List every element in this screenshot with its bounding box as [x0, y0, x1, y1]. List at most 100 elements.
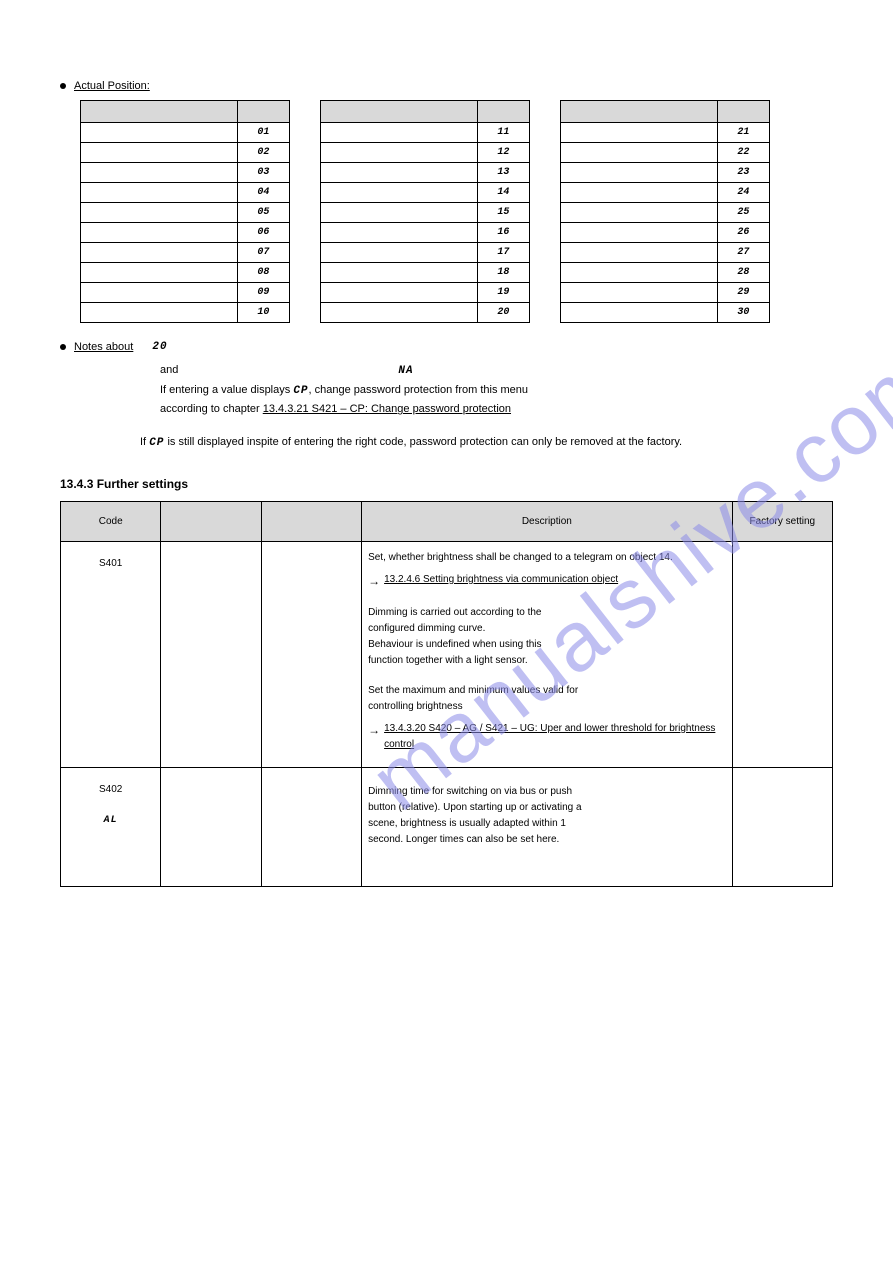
table-cell-value: 24 — [717, 183, 769, 203]
table-cell-value: 01 — [237, 123, 289, 143]
table-cell — [321, 143, 478, 163]
table-cell — [81, 223, 238, 243]
seg-cp-2: CP — [149, 437, 164, 449]
text-post: , change password protection from this m… — [309, 384, 529, 396]
notes-section: Notes about 20 and NA If entering a valu… — [60, 341, 833, 453]
table-row-s402: S402 AL Dimming time for switching on vi… — [61, 767, 833, 886]
seg-na: NA — [398, 365, 413, 377]
desc-text: button (relative). Upon starting up or a… — [368, 800, 726, 816]
text-if: If — [140, 436, 146, 448]
link-brightness-object[interactable]: 13.2.4.6 Setting brightness via communic… — [384, 572, 618, 591]
table-cell-value: 12 — [477, 143, 529, 163]
table-cell-value: 10 — [237, 303, 289, 323]
table-cell-value: 05 — [237, 203, 289, 223]
table-cell-value: 28 — [717, 263, 769, 283]
position-table-2: 11 12 13 14 15 16 17 18 19 20 — [320, 100, 530, 323]
table-cell-value: 22 — [717, 143, 769, 163]
table-cell — [321, 203, 478, 223]
arrow-icon: → — [368, 721, 380, 753]
arrow-row-1: → 13.2.4.6 Setting brightness via commun… — [368, 572, 726, 591]
header-factory: Factory setting — [732, 501, 832, 541]
table-cell — [321, 163, 478, 183]
seg-20: 20 — [152, 341, 167, 353]
table-cell-value: 20 — [477, 303, 529, 323]
position-table-3: 21 22 23 24 25 26 27 28 29 30 — [560, 100, 770, 323]
table-cell — [321, 243, 478, 263]
header-blank-1 — [161, 501, 261, 541]
table-cell — [561, 283, 718, 303]
table-cell-value: 21 — [717, 123, 769, 143]
table-cell-value: 17 — [477, 243, 529, 263]
table-cell-value: 25 — [717, 203, 769, 223]
table-header — [237, 101, 289, 123]
settings-table: Code Description Factory setting S401 Se… — [60, 501, 833, 887]
desc-text: controlling brightness — [368, 699, 726, 715]
table-cell — [81, 263, 238, 283]
bullet-row-actual-position: Actual Position: — [60, 80, 833, 92]
table-cell-value: 30 — [717, 303, 769, 323]
table-cell — [81, 243, 238, 263]
cell-description-s401: Set, whether brightness shall be changed… — [362, 541, 733, 767]
table-cell-value: 02 — [237, 143, 289, 163]
table-cell-value: 13 — [477, 163, 529, 183]
table-cell — [561, 123, 718, 143]
cell-code-s401: S401 — [61, 541, 161, 767]
cell-code-s402: S402 AL — [61, 767, 161, 886]
arrow-row-2: → 13.4.3.20 S420 – AG / S421 – UG: Uper … — [368, 721, 726, 753]
table-cell-value: 14 — [477, 183, 529, 203]
table-header — [717, 101, 769, 123]
table-cell-value: 11 — [477, 123, 529, 143]
table-cell — [561, 243, 718, 263]
desc-text: Behaviour is undefined when using this — [368, 637, 726, 653]
table-cell — [81, 283, 238, 303]
link-threshold[interactable]: 13.4.3.20 S420 – AG / S421 – UG: Uper an… — [384, 721, 726, 753]
table-cell-value: 07 — [237, 243, 289, 263]
text-and: and — [160, 364, 178, 376]
notes-line-1: and NA — [160, 361, 833, 381]
table-cell-value: 29 — [717, 283, 769, 303]
desc-text: Dimming time for switching on via bus or… — [368, 784, 726, 800]
notes-line-2: If entering a value displays CP, change … — [160, 381, 833, 401]
text-still: is still displayed inspite of entering t… — [167, 436, 508, 448]
notes-label: Notes about — [74, 341, 133, 353]
desc-text: Set the maximum and minimum values valid… — [368, 683, 726, 699]
table-header-row: Code Description Factory setting — [61, 501, 833, 541]
further-line-2: can only be removed at the factory. — [511, 436, 682, 448]
link-change-password[interactable]: 13.4.3.21 S421 – CP: Change password pro… — [263, 403, 511, 415]
table-cell-value: 26 — [717, 223, 769, 243]
desc-text: function together with a light sensor. — [368, 653, 726, 669]
text-chapter: according to chapter — [160, 403, 260, 415]
table-cell — [321, 183, 478, 203]
table-header — [561, 101, 718, 123]
table-cell-value: 23 — [717, 163, 769, 183]
table-cell — [81, 123, 238, 143]
table-cell — [81, 303, 238, 323]
table-cell — [81, 143, 238, 163]
actual-position-label: Actual Position: — [74, 80, 150, 92]
table-cell-value: 16 — [477, 223, 529, 243]
table-cell — [321, 303, 478, 323]
actual-position-section: Actual Position: 01 02 03 04 05 06 07 08… — [60, 80, 833, 323]
desc-p1: Set, whether brightness shall be changed… — [368, 550, 726, 566]
table-cell — [561, 183, 718, 203]
table-cell — [561, 163, 718, 183]
bullet-row-notes: Notes about 20 — [60, 341, 833, 353]
seg-cp-1: CP — [293, 385, 308, 397]
table-row-s401: S401 Set, whether brightness shall be ch… — [61, 541, 833, 767]
notes-line-3: according to chapter 13.4.3.21 S421 – CP… — [160, 400, 833, 419]
desc-p3: Set the maximum and minimum values valid… — [368, 683, 726, 715]
further-notes: If CP is still displayed inspite of ente… — [140, 433, 833, 453]
table-cell-value: 09 — [237, 283, 289, 303]
text-pre: If entering a value displays — [160, 384, 290, 396]
table-cell-value: 06 — [237, 223, 289, 243]
table-cell — [561, 223, 718, 243]
cell-empty — [161, 541, 261, 767]
table-cell-value: 19 — [477, 283, 529, 303]
desc-text: scene, brightness is usually adapted wit… — [368, 816, 726, 832]
table-header — [81, 101, 238, 123]
table-cell — [81, 183, 238, 203]
cell-empty — [261, 767, 361, 886]
seg-al: AL — [67, 815, 154, 826]
table-header — [477, 101, 529, 123]
table-cell — [561, 303, 718, 323]
